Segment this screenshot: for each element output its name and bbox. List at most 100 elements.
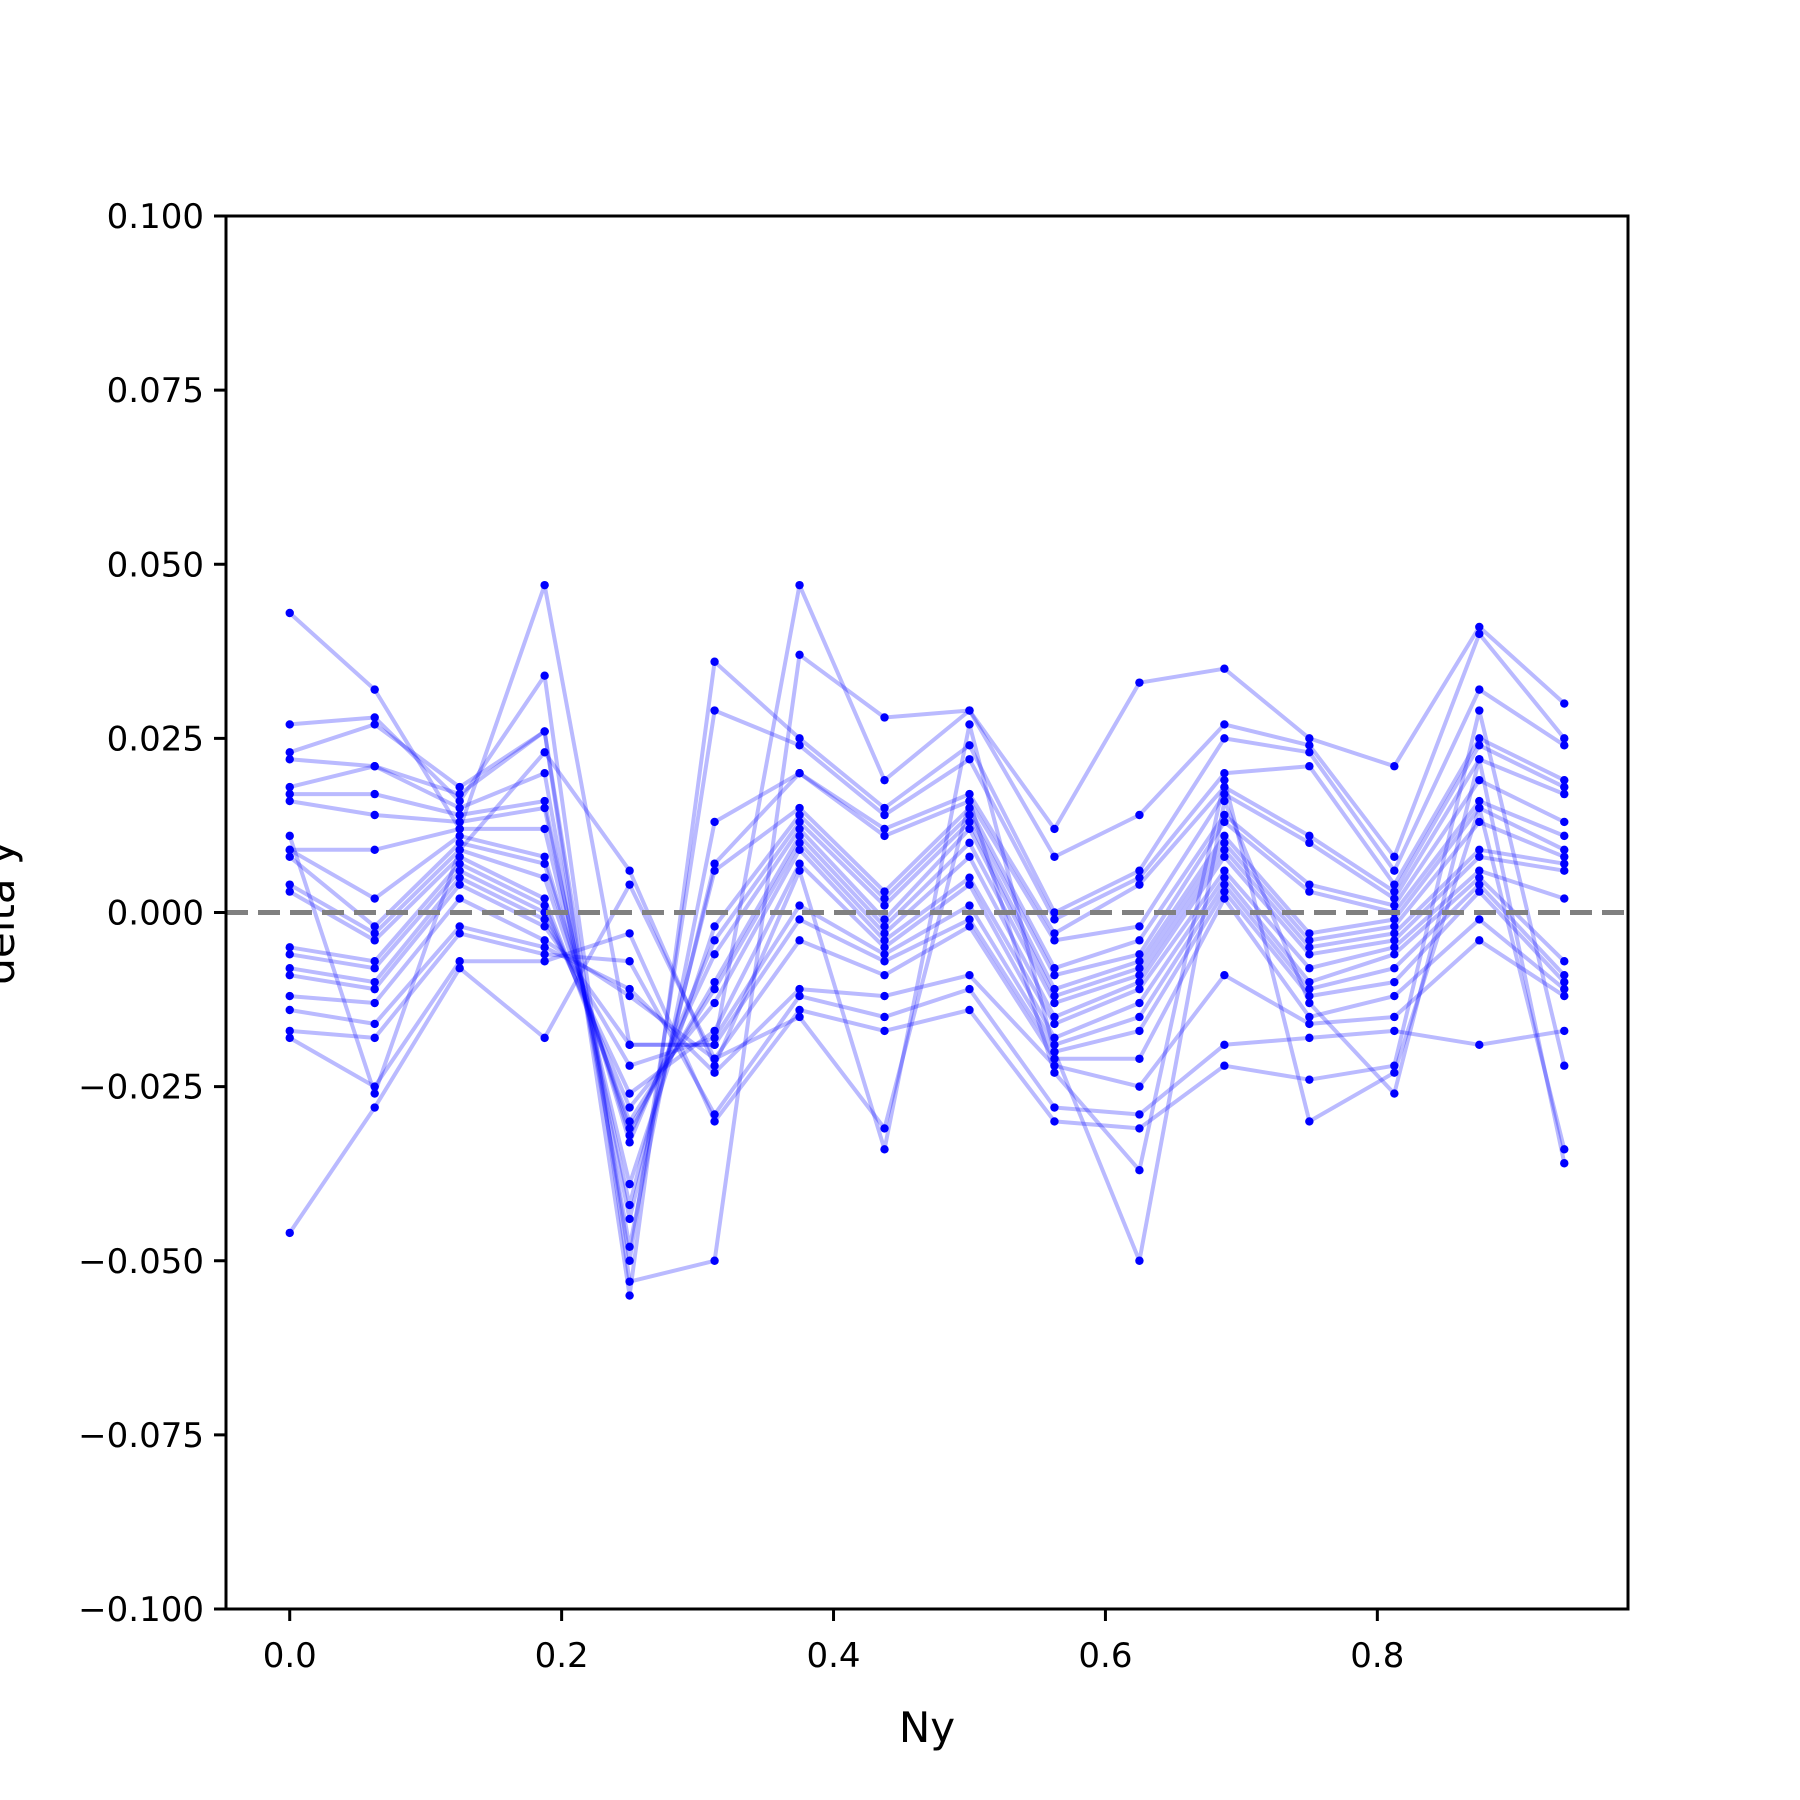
data-point-s19-p16 <box>1560 1026 1569 1036</box>
data-point-s18-p10 <box>1050 1061 1059 1070</box>
data-point-s12-p9 <box>965 852 974 861</box>
data-point-s20-p14 <box>1390 1061 1399 1070</box>
data-point-s14-p9 <box>965 880 974 889</box>
data-point-s13-p5 <box>625 1103 634 1112</box>
y-tick-label: −0.075 <box>78 1416 204 1456</box>
data-point-s17-p7 <box>795 936 804 945</box>
data-point-s13-p14 <box>1390 943 1399 952</box>
data-point-s5-p12 <box>1220 782 1229 792</box>
data-point-s6-p4 <box>540 796 549 806</box>
data-point-s8-p10 <box>1050 970 1059 980</box>
data-point-s12-p14 <box>1390 936 1399 945</box>
data-point-s2-p8 <box>880 713 889 722</box>
data-point-s11-p8 <box>880 922 889 931</box>
data-point-s15-p4 <box>540 915 549 924</box>
data-point-s14-p1 <box>285 950 294 959</box>
data-point-s8-p7 <box>795 810 804 820</box>
data-point-s9-p5 <box>625 1138 634 1147</box>
data-point-s16-p14 <box>1390 977 1399 987</box>
data-point-s5-p14 <box>1390 887 1399 896</box>
data-point-s5-p4 <box>540 769 549 778</box>
data-point-s5-p6 <box>710 817 719 827</box>
data-point-s11-p7 <box>795 831 804 841</box>
data-point-s20-p12 <box>1220 1061 1229 1070</box>
x-tick-label: 0.8 <box>1350 1636 1404 1676</box>
data-point-s14-p7 <box>795 859 804 868</box>
data-point-s20-p5 <box>625 929 634 938</box>
data-point-s6-p5 <box>625 1214 634 1224</box>
data-point-s5-p2 <box>370 762 379 771</box>
data-point-s8-p3 <box>455 824 464 834</box>
data-point-s4-p8 <box>880 810 889 820</box>
data-point-s18-p1 <box>285 1005 294 1015</box>
data-point-s8-p5 <box>625 1179 634 1189</box>
data-point-s1-p15 <box>1475 622 1484 632</box>
data-point-s21-p7 <box>795 1012 804 1022</box>
data-point-s22-p2 <box>370 1089 379 1098</box>
data-point-s14-p12 <box>1220 873 1229 882</box>
data-point-s15-p12 <box>1220 880 1229 889</box>
data-point-s7-p8 <box>880 887 889 896</box>
data-point-s17-p13 <box>1305 1012 1314 1022</box>
data-point-s22-p4 <box>540 748 549 757</box>
data-point-s8-p8 <box>880 894 889 903</box>
data-point-s2-p13 <box>1305 741 1314 750</box>
data-point-s7-p14 <box>1390 901 1399 910</box>
data-point-s1-p14 <box>1390 762 1399 771</box>
data-point-s5-p15 <box>1475 741 1484 750</box>
data-point-s21-p5 <box>625 880 634 889</box>
data-point-s3-p2 <box>370 720 379 729</box>
data-point-s8-p9 <box>965 810 974 820</box>
data-point-s18-p15 <box>1475 936 1484 945</box>
data-point-s16-p8 <box>880 957 889 966</box>
data-point-s3-p5 <box>625 1291 634 1300</box>
x-tick-label: 0.2 <box>535 1636 589 1676</box>
data-point-s2-p6 <box>710 1256 719 1265</box>
data-point-s7-p3 <box>455 817 464 827</box>
data-point-s2-p12 <box>1220 720 1229 729</box>
data-point-s18-p12 <box>1220 970 1229 980</box>
x-tick-label: 0.4 <box>806 1636 860 1676</box>
data-point-s6-p8 <box>880 831 889 841</box>
data-point-s18-p16 <box>1560 991 1569 1001</box>
data-point-s12-p16 <box>1560 866 1569 875</box>
data-point-s3-p15 <box>1475 685 1484 694</box>
data-point-s22-p14 <box>1390 1089 1399 1098</box>
data-point-s3-p3 <box>455 782 464 792</box>
data-point-s11-p10 <box>1050 998 1059 1008</box>
data-point-s13-p6 <box>710 998 719 1008</box>
data-point-s3-p6 <box>710 657 719 666</box>
data-point-s15-p16 <box>1560 970 1569 980</box>
data-point-s12-p13 <box>1305 950 1314 959</box>
data-point-s21-p14 <box>1390 1068 1399 1077</box>
data-point-s17-p8 <box>880 970 889 980</box>
data-point-s13-p1 <box>285 943 294 952</box>
data-point-s10-p11 <box>1135 964 1144 973</box>
data-point-s1-p16 <box>1560 699 1569 708</box>
x-axis-label: Ny <box>899 1703 955 1752</box>
data-point-s7-p11 <box>1135 936 1144 945</box>
data-point-s11-p11 <box>1135 970 1144 980</box>
data-point-s7-p2 <box>370 810 379 820</box>
data-point-s21-p11 <box>1135 1166 1144 1175</box>
data-point-s16-p15 <box>1475 887 1484 896</box>
data-point-s18-p9 <box>965 970 974 980</box>
data-point-s11-p12 <box>1220 845 1229 855</box>
data-point-s11-p9 <box>965 838 974 848</box>
data-point-s13-p3 <box>455 859 464 868</box>
data-point-s3-p8 <box>880 803 889 813</box>
data-point-s5-p13 <box>1305 831 1314 841</box>
data-point-s18-p11 <box>1135 1082 1144 1091</box>
data-point-s8-p4 <box>540 824 549 834</box>
data-point-s13-p4 <box>540 901 549 910</box>
data-point-s16-p16 <box>1560 977 1569 987</box>
data-point-s4-p12 <box>1220 769 1229 778</box>
y-axis-label: delta y <box>0 840 24 985</box>
data-point-s5-p5 <box>625 1242 634 1252</box>
data-point-s21-p3 <box>455 964 464 973</box>
data-point-s22-p16 <box>1560 1159 1569 1168</box>
data-point-s19-p15 <box>1475 1040 1484 1050</box>
data-point-s21-p8 <box>880 1124 889 1133</box>
data-point-s15-p14 <box>1390 964 1399 973</box>
data-point-s20-p4 <box>540 957 549 966</box>
